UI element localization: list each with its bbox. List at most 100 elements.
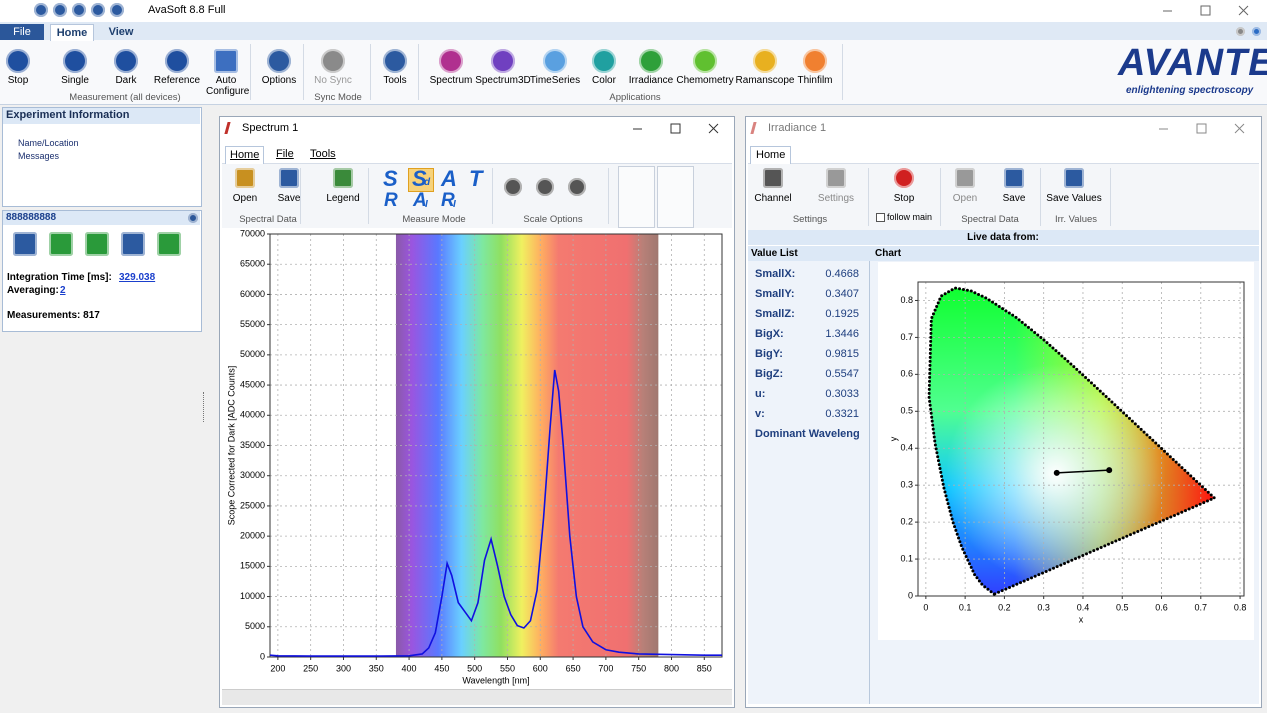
close-button xyxy=(1239,6,1248,15)
toolbar-icon[interactable] xyxy=(955,168,975,188)
ribbon-button[interactable]: Thinfilm xyxy=(780,75,850,86)
ribbon-icon[interactable] xyxy=(803,49,827,73)
window-tab[interactable]: Home xyxy=(225,146,264,164)
toolbar-icon[interactable] xyxy=(1064,168,1084,188)
tree-item[interactable]: Messages xyxy=(18,151,59,161)
checkbox[interactable] xyxy=(876,213,885,222)
toolbar-group-label: Irr. Values xyxy=(1026,214,1126,225)
ribbon-icon[interactable] xyxy=(63,49,87,73)
x-tick-label: 0.7 xyxy=(1195,602,1208,612)
x-tick-label: 0.2 xyxy=(998,602,1011,612)
dropdown-box[interactable] xyxy=(618,166,655,228)
brand-name: AVANTES xyxy=(1118,44,1267,82)
measure-mode-sub[interactable]: I xyxy=(425,199,428,210)
x-tick-label: 500 xyxy=(467,663,482,673)
checkbox-label[interactable]: follow main xyxy=(887,212,932,222)
toolbar-icon[interactable] xyxy=(1004,168,1024,188)
y-axis-label: Scope Corrected for Dark [ADC Counts] xyxy=(226,366,236,526)
menu-tab[interactable]: View xyxy=(100,24,142,40)
x-axis-label: x xyxy=(1079,614,1084,624)
y-tick-label: 0.6 xyxy=(900,369,913,379)
window-tab[interactable]: File xyxy=(272,146,298,163)
toolbar-icon[interactable] xyxy=(894,168,914,188)
toolbar-icon[interactable] xyxy=(279,168,299,188)
y-tick-label: 0.5 xyxy=(900,406,913,416)
measure-mode[interactable]: S xyxy=(383,168,398,190)
ribbon-icon[interactable] xyxy=(592,49,616,73)
device-button[interactable] xyxy=(49,232,73,256)
device-button[interactable] xyxy=(157,232,181,256)
toolbar-button[interactable]: Save Values xyxy=(1039,193,1109,204)
toolbar-icon[interactable] xyxy=(235,168,255,188)
ribbon-icon[interactable] xyxy=(321,49,345,73)
x-tick-label: 0.3 xyxy=(1037,602,1050,612)
window-controls xyxy=(1159,123,1249,135)
scale-button[interactable] xyxy=(536,178,554,196)
ribbon-icon[interactable] xyxy=(267,49,291,73)
averaging-label: Averaging: xyxy=(7,285,59,296)
value-label: BigX: xyxy=(755,328,784,340)
value-label: SmallY: xyxy=(755,288,795,300)
measure-mode-sub[interactable]: I xyxy=(453,199,456,210)
toolbar-icon[interactable] xyxy=(826,168,846,188)
ribbon-icon[interactable] xyxy=(439,49,463,73)
ribbon-icon[interactable] xyxy=(753,49,777,73)
ribbon-icon[interactable] xyxy=(491,49,515,73)
ribbon-icon[interactable] xyxy=(383,49,407,73)
value-label: Dominant Waveleng xyxy=(755,428,867,440)
menu-tab[interactable]: Home xyxy=(50,24,94,41)
maximize-button xyxy=(1197,124,1206,133)
dropdown-box[interactable] xyxy=(657,166,694,228)
ribbon-icon[interactable] xyxy=(114,49,138,73)
collapse-icon[interactable] xyxy=(188,213,198,223)
scale-button[interactable] xyxy=(568,178,586,196)
integration-label: Integration Time [ms]: xyxy=(7,272,112,283)
ribbon-icon[interactable] xyxy=(639,49,663,73)
device-button[interactable] xyxy=(85,232,109,256)
tree-item[interactable]: Name/Location xyxy=(18,138,79,148)
value-label: BigY: xyxy=(755,348,783,360)
window-tab[interactable]: Home xyxy=(750,146,791,164)
device-button[interactable] xyxy=(13,232,37,256)
measure-mode-sub[interactable]: d xyxy=(424,177,430,188)
measure-mode[interactable]: A xyxy=(441,168,457,190)
toolbar-separator xyxy=(608,168,609,224)
y-tick-label: 15000 xyxy=(240,561,265,571)
y-tick-label: 30000 xyxy=(240,470,265,480)
value-number: 0.3321 xyxy=(800,408,859,420)
measure-mode[interactable]: R xyxy=(384,190,398,212)
value-number: 0.1925 xyxy=(800,308,859,320)
toolbar-button[interactable]: Channel xyxy=(738,193,808,204)
scale-button[interactable] xyxy=(504,178,522,196)
device-button[interactable] xyxy=(121,232,145,256)
y-tick-label: 0.3 xyxy=(900,480,913,490)
measure-mode[interactable]: T xyxy=(469,168,482,190)
ribbon-icon[interactable] xyxy=(693,49,717,73)
toolbar-button[interactable]: Stop xyxy=(869,193,939,204)
integration-value[interactable]: 329.038 xyxy=(119,272,155,283)
averaging-value[interactable]: 2 xyxy=(60,285,66,296)
ribbon-collapse-icon xyxy=(1236,27,1245,36)
ribbon-button[interactable]: No Sync xyxy=(298,75,368,86)
menu-tab[interactable]: File xyxy=(0,24,44,40)
ribbon-icon[interactable] xyxy=(543,49,567,73)
ribbon-icon[interactable] xyxy=(214,49,238,73)
x-tick-label: 250 xyxy=(303,663,318,673)
window-tab[interactable]: Tools xyxy=(306,146,340,163)
toolbar-button[interactable]: Settings xyxy=(801,193,871,204)
ribbon-button[interactable]: Auto Configure xyxy=(206,75,246,97)
ribbon-icon[interactable] xyxy=(6,49,30,73)
toolbar-group-label: Measure Mode xyxy=(384,214,484,225)
cie-chart: 00.10.20.30.40.50.60.70.800.10.20.30.40.… xyxy=(878,262,1254,640)
ribbon-button[interactable]: Reference xyxy=(142,75,212,86)
y-tick-label: 70000 xyxy=(240,228,265,238)
ribbon-group-label: Applications xyxy=(555,92,715,103)
app-title: AvaSoft 8.8 Full xyxy=(148,4,225,16)
toolbar-button[interactable]: Save xyxy=(259,193,319,204)
toolbar-icon[interactable] xyxy=(763,168,783,188)
toolbar-icon[interactable] xyxy=(333,168,353,188)
ribbon-icon[interactable] xyxy=(165,49,189,73)
help-icon xyxy=(1252,27,1261,36)
toolbar-button[interactable]: Legend xyxy=(313,193,373,204)
value-number: 0.4668 xyxy=(800,268,859,280)
